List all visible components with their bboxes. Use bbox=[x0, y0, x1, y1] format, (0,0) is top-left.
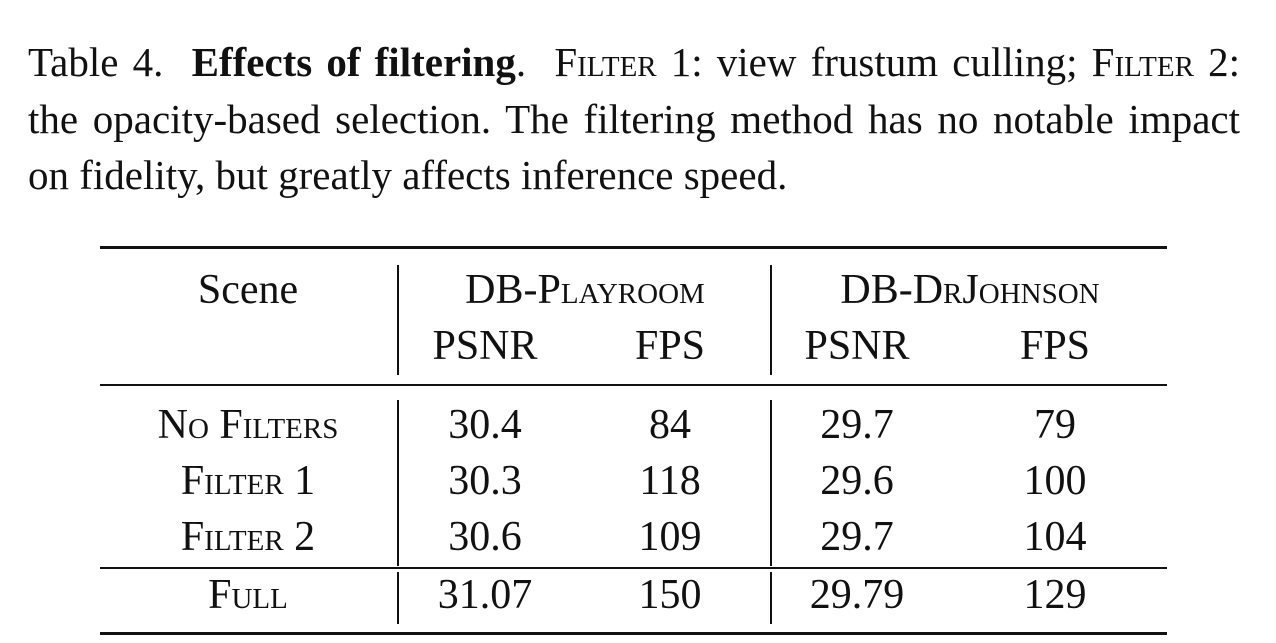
caption-text: 1: view frustum culling; bbox=[656, 39, 1092, 85]
row-label: Full bbox=[208, 572, 288, 618]
rule bbox=[100, 246, 1167, 249]
rule bbox=[397, 400, 399, 566]
table-cell: 109 bbox=[638, 514, 702, 560]
table-cell: 29.79 bbox=[809, 572, 905, 618]
table-cell: 104 bbox=[1023, 514, 1087, 560]
caption: Table 4. Effects of filtering. Filter 1:… bbox=[28, 34, 1240, 204]
table-cell: 150 bbox=[638, 572, 702, 618]
rule bbox=[770, 265, 772, 375]
column-header: FPS bbox=[634, 323, 706, 369]
row-label: No Filters bbox=[157, 402, 339, 448]
column-header: FPS bbox=[1019, 323, 1091, 369]
table-cell: 29.7 bbox=[820, 514, 894, 560]
row-label: Filter 2 bbox=[180, 514, 316, 560]
table-cell: 30.6 bbox=[448, 514, 522, 560]
table-cell: 129 bbox=[1023, 572, 1087, 618]
group-header: DB-DrJohnson bbox=[840, 267, 1100, 313]
caption-label: Table 4. bbox=[28, 39, 164, 85]
rule bbox=[100, 632, 1167, 635]
group-header: DB-Playroom bbox=[465, 267, 705, 313]
caption-text: Filter bbox=[1091, 39, 1194, 85]
column-header: PSNR bbox=[432, 323, 538, 369]
caption-title: Effects of filtering bbox=[191, 39, 516, 85]
rule bbox=[397, 265, 399, 375]
rule bbox=[100, 567, 1167, 569]
caption-text: Filter bbox=[554, 39, 657, 85]
rule bbox=[770, 400, 772, 566]
table-cell: 79 bbox=[1034, 402, 1076, 448]
caption-text: 2: the opacity-based selection. The filt… bbox=[28, 39, 1240, 198]
table-cell: 30.4 bbox=[448, 402, 522, 448]
table-cell: 29.6 bbox=[820, 458, 894, 504]
table-cell: 84 bbox=[649, 402, 691, 448]
rule bbox=[397, 572, 399, 624]
column-header: Scene bbox=[197, 267, 299, 313]
column-header: PSNR bbox=[804, 323, 910, 369]
table-cell: 31.07 bbox=[437, 572, 533, 618]
table-cell: 118 bbox=[639, 458, 701, 504]
rule bbox=[770, 572, 772, 624]
table-cell: 100 bbox=[1023, 458, 1087, 504]
row-label: Filter 1 bbox=[180, 458, 316, 504]
table-cell: 30.3 bbox=[448, 458, 522, 504]
table-cell: 29.7 bbox=[820, 402, 894, 448]
rule bbox=[100, 384, 1167, 386]
caption-text: . bbox=[515, 39, 527, 85]
